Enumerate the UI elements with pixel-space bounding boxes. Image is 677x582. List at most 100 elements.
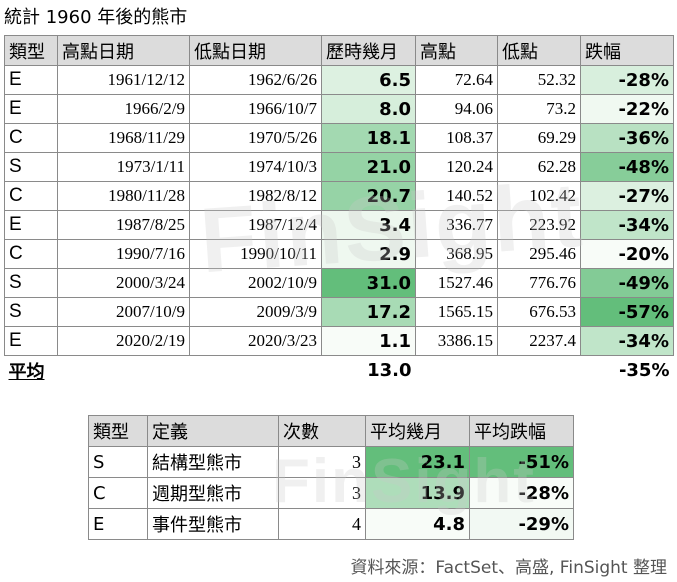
summary-row: C 週期型熊市 3 13.9 -28% [88,477,574,509]
cell-months: 17.2 [321,297,416,327]
summary-cell-definition: 事件型熊市 [147,508,279,540]
summary-table: 類型 定義 次數 平均幾月 平均跌幅 S 結構型熊市 3 23.1 -51% C 週期型熊市… [88,415,574,540]
cell-drop: -20% [580,239,674,269]
summary-cell-avg-months: 13.9 [365,477,470,509]
page-title: 統計 1960 年後的熊市 [4,7,188,28]
bear-market-table: 類型 高點日期 低點日期 歷時幾月 高點 低點 跌幅 E 1961/12/12 19… [4,35,674,386]
cell-drop: -22% [580,94,674,124]
cell-drop: -49% [580,268,674,298]
cell-peak-date: 2000/3/24 [57,268,190,298]
header-drop: 跌幅 [580,35,674,66]
cell-type: E [4,326,58,356]
table-row: C 1968/11/29 1970/5/26 18.1 108.37 69.29 -36% [4,123,674,153]
cell-low: 69.29 [497,123,581,153]
summary-cell-count: 3 [278,446,366,478]
table-row: S 2007/10/9 2009/3/9 17.2 1565.15 676.53 -57% [4,297,674,327]
cell-trough-date: 1987/12/4 [189,210,322,240]
cell-type: C [4,181,58,211]
cell-low: 73.2 [497,94,581,124]
cell-peak-date: 1973/1/11 [57,152,190,182]
cell-type: S [4,152,58,182]
cell-low: 2237.4 [497,326,581,356]
summary-cell-count: 4 [278,508,366,540]
cell-type: C [4,123,58,153]
cell-peak-date: 1966/2/9 [57,94,190,124]
summary-header-definition: 定義 [147,415,279,447]
summary-cell-type: C [88,477,148,509]
cell-peak-date: 1990/7/16 [57,239,190,269]
cell-low: 52.32 [497,65,581,95]
cell-trough-date: 2009/3/9 [189,297,322,327]
cell-drop: -34% [580,326,674,356]
cell-trough-date: 2020/3/23 [189,326,322,356]
average-drop: -35% [618,360,670,382]
summary-cell-definition: 結構型熊市 [147,446,279,478]
cell-peak-date: 1968/11/29 [57,123,190,153]
average-months: 13.0 [367,360,412,382]
summary-cell-type: E [88,508,148,540]
cell-trough-date: 1990/10/11 [189,239,322,269]
cell-trough-date: 1982/8/12 [189,181,322,211]
cell-trough-date: 1974/10/3 [189,152,322,182]
cell-drop: -27% [580,181,674,211]
cell-months: 1.1 [321,326,416,356]
table-row: S 1973/1/11 1974/10/3 21.0 120.24 62.28 -48% [4,152,674,182]
table-row: S 2000/3/24 2002/10/9 31.0 1527.46 776.76 -49% [4,268,674,298]
summary-cell-definition: 週期型熊市 [147,477,279,509]
cell-low: 223.92 [497,210,581,240]
cell-months: 21.0 [321,152,416,182]
header-months: 歷時幾月 [321,35,416,66]
summary-cell-avg-drop: -28% [469,477,574,509]
cell-months: 2.9 [321,239,416,269]
cell-low: 62.28 [497,152,581,182]
summary-cell-avg-months: 23.1 [365,446,470,478]
cell-high: 1527.46 [415,268,498,298]
average-row: 平均 13.0 -35% [5,356,674,386]
cell-low: 776.76 [497,268,581,298]
cell-high: 108.37 [415,123,498,153]
summary-header-avg-drop: 平均跌幅 [469,415,574,447]
summary-cell-type: S [88,446,148,478]
cell-drop: -36% [580,123,674,153]
header-trough-date: 低點日期 [189,35,322,66]
summary-cell-avg-drop: -51% [469,446,574,478]
cell-drop: -28% [580,65,674,95]
cell-type: S [4,268,58,298]
cell-months: 20.7 [321,181,416,211]
summary-header-type: 類型 [88,415,148,447]
cell-months: 18.1 [321,123,416,153]
table-row: C 1990/7/16 1990/10/11 2.9 368.95 295.46 -20% [4,239,674,269]
summary-header-avg-months: 平均幾月 [365,415,470,447]
cell-high: 120.24 [415,152,498,182]
cell-peak-date: 1980/11/28 [57,181,190,211]
header-low: 低點 [497,35,581,66]
cell-months: 31.0 [321,268,416,298]
cell-trough-date: 1966/10/7 [189,94,322,124]
cell-type: S [4,297,58,327]
table-row: E 1987/8/25 1987/12/4 3.4 336.77 223.92 -34% [4,210,674,240]
cell-peak-date: 2007/10/9 [57,297,190,327]
header-type: 類型 [4,35,58,66]
cell-low: 102.42 [497,181,581,211]
cell-type: E [4,94,58,124]
cell-peak-date: 1961/12/12 [57,65,190,95]
cell-peak-date: 1987/8/25 [57,210,190,240]
summary-cell-count: 3 [278,477,366,509]
cell-peak-date: 2020/2/19 [57,326,190,356]
cell-trough-date: 1962/6/26 [189,65,322,95]
cell-trough-date: 2002/10/9 [189,268,322,298]
cell-months: 3.4 [321,210,416,240]
summary-row: S 結構型熊市 3 23.1 -51% [88,446,574,478]
cell-type: C [4,239,58,269]
cell-high: 94.06 [415,94,498,124]
table-row: E 1966/2/9 1966/10/7 8.0 94.06 73.2 -22% [4,94,674,124]
table-row: E 1961/12/12 1962/6/26 6.5 72.64 52.32 -28% [4,65,674,95]
table-row: C 1980/11/28 1982/8/12 20.7 140.52 102.42 -27% [4,181,674,211]
header-high: 高點 [415,35,498,66]
cell-type: E [4,65,58,95]
cell-drop: -48% [580,152,674,182]
table-header-row: 類型 高點日期 低點日期 歷時幾月 高點 低點 跌幅 [4,35,674,66]
cell-high: 3386.15 [415,326,498,356]
header-peak-date: 高點日期 [57,35,190,66]
summary-cell-avg-drop: -29% [469,508,574,540]
